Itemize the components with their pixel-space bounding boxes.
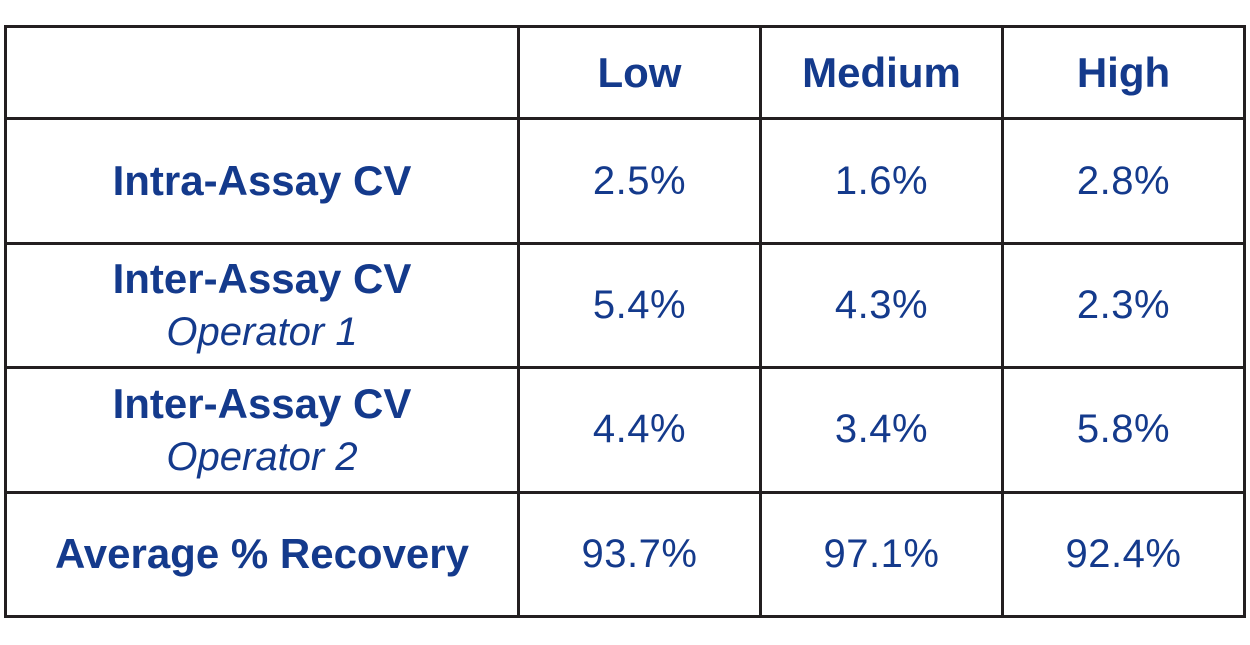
header-row: Low Medium High — [4, 24, 1246, 121]
table-row: Inter-Assay CV Operator 2 4.4% 3.4% 5.8% — [4, 366, 1246, 494]
value-cell: 2.8% — [1001, 117, 1246, 245]
table-row: Average % Recovery 93.7% 97.1% 92.4% — [4, 490, 1246, 619]
table-row: Inter-Assay CV Operator 1 5.4% 4.3% 2.3% — [4, 241, 1246, 370]
value-cell: 3.4% — [759, 366, 1004, 494]
table-row: Intra-Assay CV 2.5% 1.6% 2.8% — [4, 117, 1246, 245]
value-cell: 92.4% — [1001, 490, 1246, 619]
assay-performance-table: Low Medium High Intra-Assay CV 2.5% 1.6%… — [4, 24, 1246, 619]
row-sublabel: Operator 2 — [166, 434, 358, 479]
value-cell: 2.5% — [517, 117, 762, 245]
value-cell: 2.3% — [1001, 241, 1246, 370]
row-label: Average % Recovery — [54, 530, 469, 578]
value-cell: 1.6% — [759, 117, 1004, 245]
row-header: Inter-Assay CV Operator 1 — [4, 241, 520, 370]
value-cell: 4.4% — [517, 366, 762, 494]
value-cell: 97.1% — [759, 490, 1004, 619]
row-label: Inter-Assay CV — [112, 379, 412, 427]
row-header: Inter-Assay CV Operator 2 — [4, 366, 520, 494]
value-cell: 5.8% — [1001, 366, 1246, 494]
row-sublabel: Operator 1 — [166, 310, 358, 355]
corner-cell — [4, 24, 520, 121]
row-header: Average % Recovery — [4, 490, 520, 619]
column-header-low: Low — [517, 24, 762, 121]
value-cell: 5.4% — [517, 241, 762, 370]
row-header: Intra-Assay CV — [4, 117, 520, 245]
row-label: Inter-Assay CV — [112, 255, 412, 303]
column-header-medium: Medium — [759, 24, 1004, 121]
value-cell: 4.3% — [759, 241, 1004, 370]
row-label: Intra-Assay CV — [112, 157, 412, 205]
column-header-high: High — [1001, 24, 1246, 121]
value-cell: 93.7% — [517, 490, 762, 619]
